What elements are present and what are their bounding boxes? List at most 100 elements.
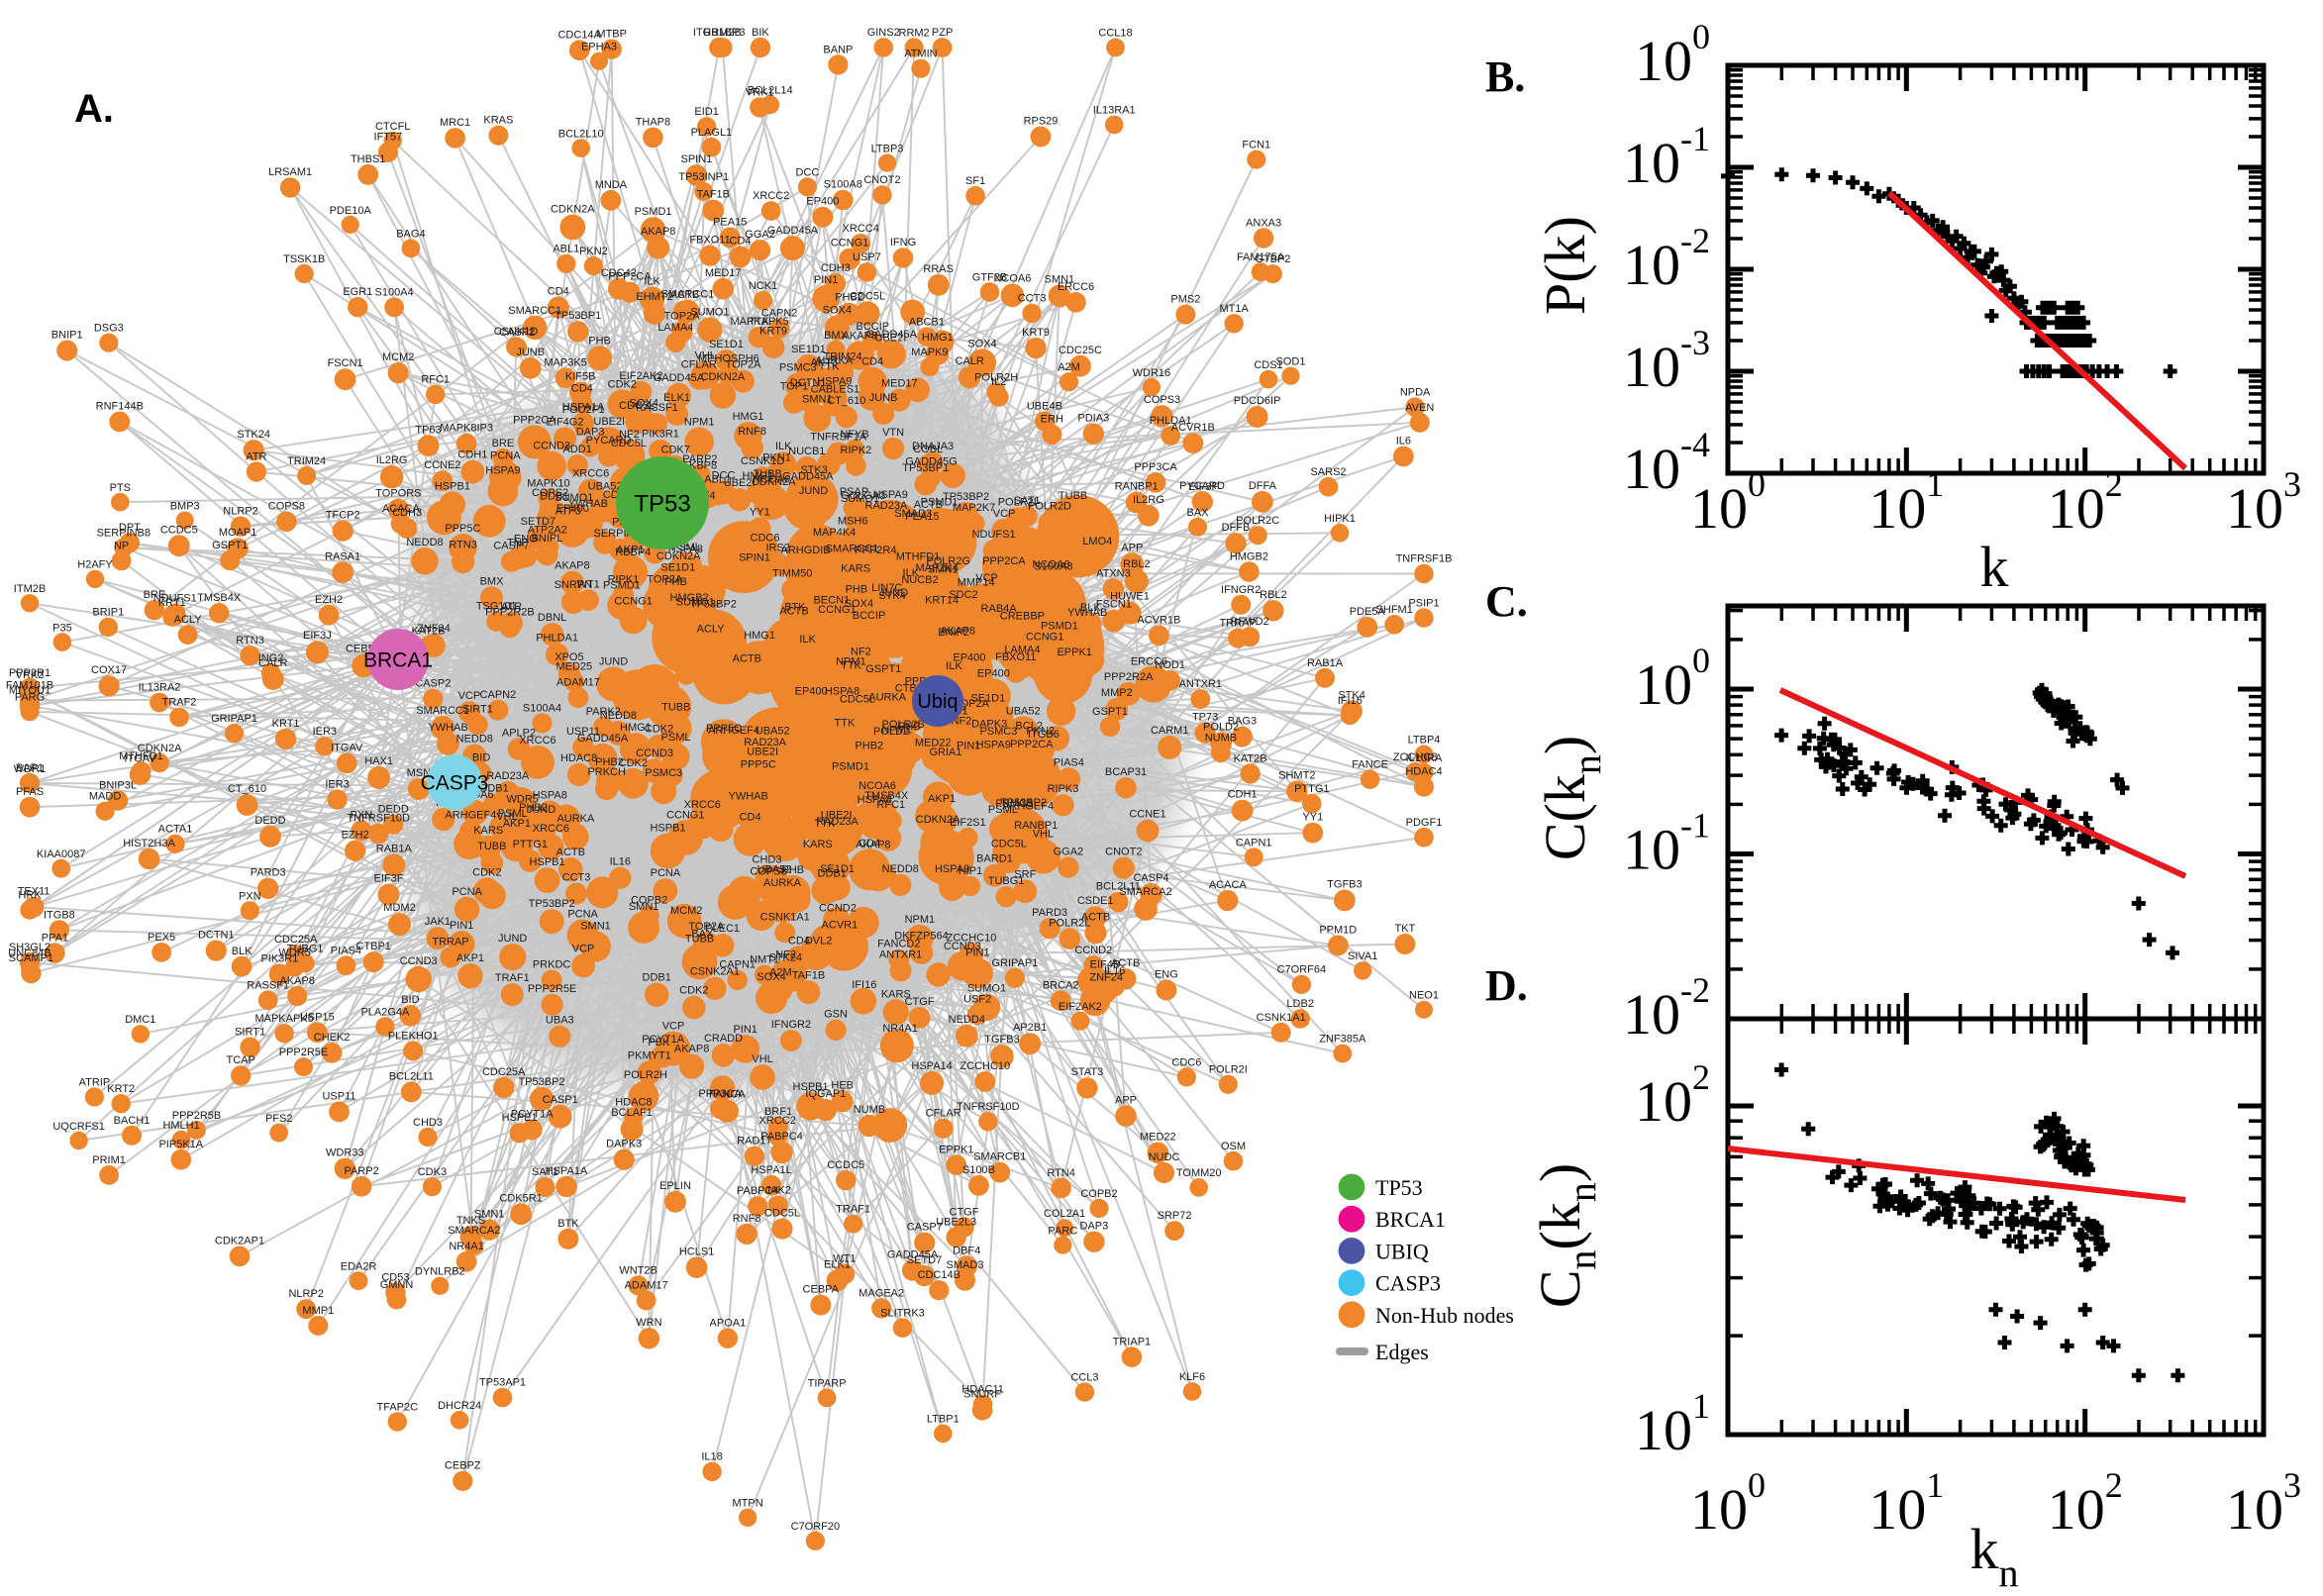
svg-text:SMN1: SMN1 [474, 1208, 505, 1220]
svg-text:102: 102 [2048, 1465, 2123, 1542]
svg-text:HDAC4: HDAC4 [1405, 766, 1442, 778]
svg-text:COL2A1: COL2A1 [1044, 1208, 1085, 1220]
svg-text:CAPN1: CAPN1 [1236, 837, 1272, 848]
svg-text:ILK: ILK [946, 660, 962, 672]
svg-text:CDC14A: CDC14A [557, 29, 601, 41]
svg-text:EIF3J: EIF3J [303, 630, 332, 642]
svg-text:ATRIP: ATRIP [79, 1076, 111, 1088]
svg-text:VCP: VCP [572, 944, 595, 955]
svg-text:HSPA9: HSPA9 [485, 465, 520, 477]
svg-text:HIP1: HIP1 [959, 865, 982, 877]
svg-text:SE1D1: SE1D1 [660, 562, 695, 574]
svg-text:SF1: SF1 [965, 175, 985, 187]
svg-text:BMP3: BMP3 [170, 501, 200, 513]
svg-text:KARS: KARS [841, 563, 870, 575]
svg-text:TMSB4X: TMSB4X [197, 592, 242, 604]
svg-text:ZNF24: ZNF24 [417, 623, 451, 635]
svg-text:PYCARD: PYCARD [586, 435, 632, 447]
svg-text:FSCN1: FSCN1 [1096, 599, 1132, 611]
svg-text:BCL2L14: BCL2L14 [748, 84, 793, 96]
svg-text:NP: NP [114, 541, 129, 552]
svg-text:LTBP3: LTBP3 [871, 144, 904, 155]
svg-text:DBNL: DBNL [538, 612, 566, 624]
svg-text:POLR2H: POLR2H [624, 1069, 667, 1081]
svg-text:GOLGA3: GOLGA3 [841, 490, 885, 502]
svg-text:AKP1: AKP1 [456, 952, 484, 964]
svg-text:EIF2AK2: EIF2AK2 [1059, 1001, 1102, 1013]
svg-text:UQCRFS1: UQCRFS1 [52, 1121, 105, 1133]
svg-text:CARM1: CARM1 [1151, 725, 1189, 737]
svg-text:FANCD2: FANCD2 [877, 939, 920, 950]
svg-text:RIPK1: RIPK1 [608, 574, 640, 586]
svg-text:WRN: WRN [636, 1317, 661, 1329]
svg-text:AURKA: AURKA [556, 813, 595, 825]
svg-text:PARC: PARC [1048, 1226, 1077, 1238]
svg-text:H2AFY: H2AFY [77, 559, 113, 571]
svg-text:CCDC5: CCDC5 [160, 524, 198, 536]
svg-text:GRIPAP1: GRIPAP1 [991, 957, 1038, 969]
svg-text:ATF3: ATF3 [556, 506, 581, 518]
svg-text:HSPB1: HSPB1 [650, 823, 685, 835]
svg-text:LTBP4: LTBP4 [1408, 735, 1441, 747]
svg-text:NUMB: NUMB [854, 1104, 885, 1116]
svg-text:GGA2: GGA2 [1054, 846, 1084, 857]
svg-text:CCL3: CCL3 [1070, 1371, 1098, 1383]
svg-text:CDC6: CDC6 [1171, 1056, 1201, 1068]
svg-text:PRKDC: PRKDC [533, 958, 571, 970]
svg-text:SHMT2: SHMT2 [1278, 769, 1315, 781]
svg-text:TFAP2C: TFAP2C [377, 1401, 419, 1413]
svg-text:NLRP2: NLRP2 [288, 1288, 323, 1300]
svg-text:HMGB2: HMGB2 [670, 592, 709, 604]
svg-text:BMX: BMX [824, 330, 849, 342]
svg-text:EGR1: EGR1 [343, 286, 372, 298]
svg-text:RAD23A: RAD23A [486, 770, 529, 782]
svg-text:EIF2AK2: EIF2AK2 [619, 370, 662, 382]
svg-text:CCT3: CCT3 [562, 872, 591, 884]
svg-text:ELK1: ELK1 [824, 1259, 851, 1271]
svg-text:WDR1: WDR1 [14, 763, 46, 775]
svg-text:IL10RA: IL10RA [1406, 752, 1443, 764]
svg-text:COPB2: COPB2 [631, 895, 667, 907]
svg-text:HSPA8: HSPA8 [825, 686, 859, 698]
svg-text:RRAS: RRAS [923, 263, 954, 275]
svg-text:BCCIP: BCCIP [856, 321, 889, 333]
svg-text:ACTA1: ACTA1 [158, 824, 193, 836]
svg-text:ITGB8: ITGB8 [44, 909, 75, 921]
svg-text:GTF2B: GTF2B [972, 271, 1007, 283]
svg-text:CCNE1: CCNE1 [1129, 809, 1165, 821]
svg-text:SMARCA2: SMARCA2 [448, 1225, 500, 1237]
svg-text:TUBB: TUBB [477, 841, 506, 852]
svg-text:TGFB3: TGFB3 [1327, 879, 1362, 891]
svg-text:RAB1A: RAB1A [1307, 657, 1344, 669]
svg-text:DVL2: DVL2 [805, 936, 833, 948]
svg-text:PDCD6IP: PDCD6IP [1234, 395, 1281, 407]
svg-text:PPP2R5E: PPP2R5E [528, 983, 577, 995]
svg-text:RAB4A: RAB4A [981, 603, 1018, 615]
svg-text:TNFRSF1B: TNFRSF1B [1396, 553, 1453, 565]
svg-text:FBXO11: FBXO11 [689, 235, 730, 247]
svg-text:HCLS1: HCLS1 [679, 1246, 714, 1257]
svg-text:IER3: IER3 [325, 778, 349, 790]
svg-text:AVEN: AVEN [1405, 402, 1434, 414]
svg-text:HMG1: HMG1 [922, 332, 954, 344]
svg-text:CDC14B: CDC14B [918, 1269, 960, 1281]
svg-text:PBK: PBK [648, 1037, 670, 1048]
svg-text:CCND3: CCND3 [400, 955, 438, 967]
svg-text:KRT9: KRT9 [1022, 327, 1050, 339]
svg-text:C7ORF64: C7ORF64 [1277, 964, 1327, 976]
svg-text:HMG1: HMG1 [733, 411, 764, 423]
svg-text:MT1A: MT1A [1220, 303, 1250, 315]
svg-text:CASP7: CASP7 [907, 1222, 943, 1234]
svg-text:CCND2: CCND2 [1074, 945, 1112, 956]
svg-text:RNF8: RNF8 [733, 1213, 761, 1225]
svg-text:FSCN1: FSCN1 [328, 357, 363, 369]
svg-text:MED22: MED22 [915, 737, 952, 748]
svg-text:BRE: BRE [492, 438, 515, 449]
svg-text:JUNB: JUNB [869, 392, 898, 404]
svg-text:NMT1: NMT1 [750, 954, 779, 966]
svg-text:VCP: VCP [458, 690, 481, 702]
svg-text:FCN1: FCN1 [1242, 140, 1270, 151]
svg-text:CCL18: CCL18 [1098, 28, 1132, 40]
svg-text:CDC5L: CDC5L [991, 839, 1027, 850]
svg-text:CASP3: CASP3 [421, 771, 489, 794]
